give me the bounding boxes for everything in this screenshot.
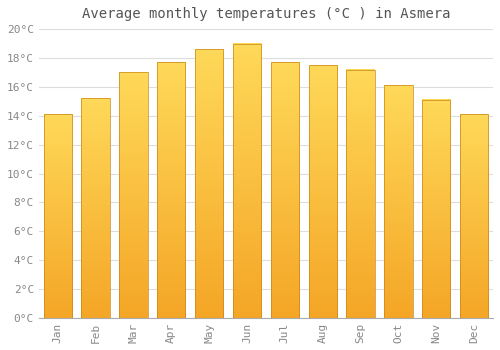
Bar	[157, 62, 186, 318]
Bar	[270, 62, 299, 318]
Bar	[82, 98, 110, 318]
Title: Average monthly temperatures (°C ) in Asmera: Average monthly temperatures (°C ) in As…	[82, 7, 450, 21]
Bar	[460, 114, 488, 318]
Bar	[44, 114, 72, 318]
Bar	[422, 100, 450, 318]
Bar	[233, 43, 261, 318]
Bar	[346, 70, 375, 318]
Bar	[195, 49, 224, 318]
Bar	[384, 85, 412, 318]
Bar	[308, 65, 337, 318]
Bar	[119, 72, 148, 318]
